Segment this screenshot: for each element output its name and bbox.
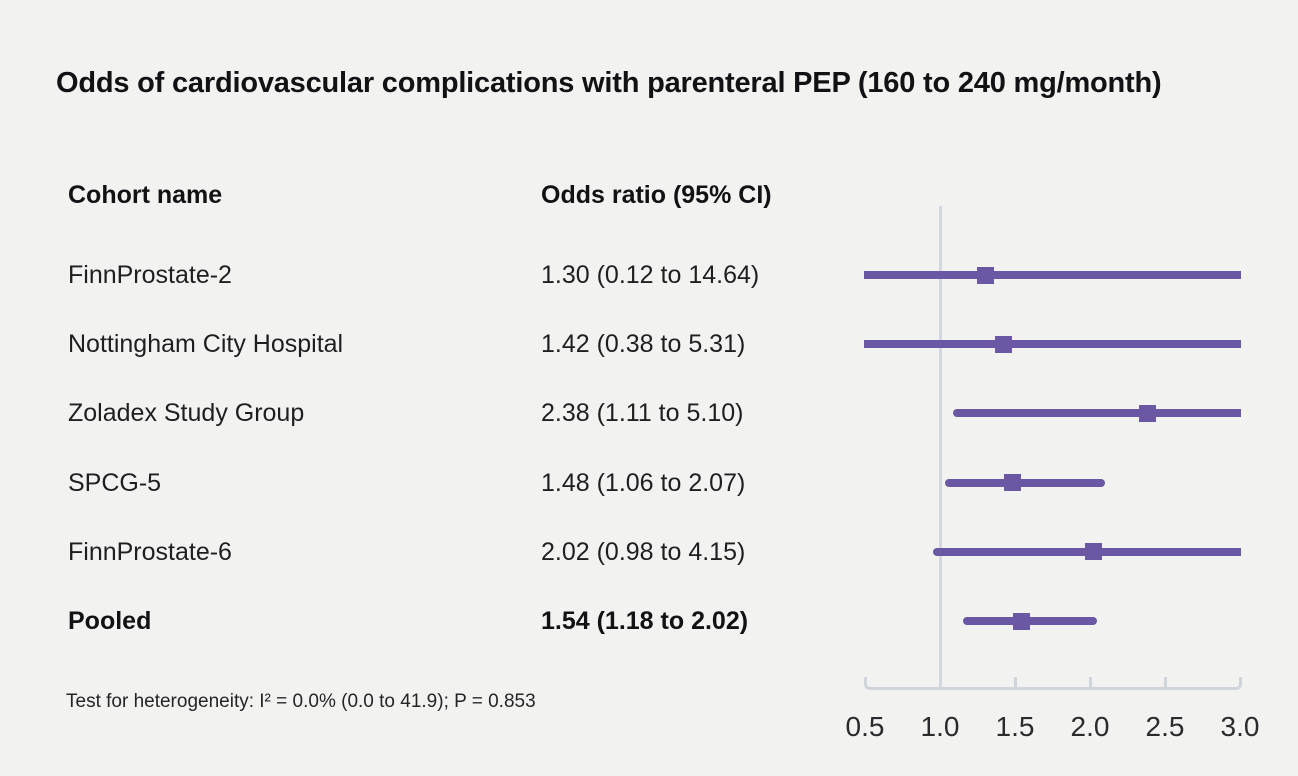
x-axis-tick xyxy=(1013,677,1017,687)
confidence-interval-line xyxy=(963,617,1097,625)
confidence-interval-line xyxy=(864,271,1241,279)
confidence-interval-line xyxy=(945,478,1105,487)
confidence-interval-line xyxy=(864,340,1241,349)
x-axis xyxy=(863,677,1242,690)
reference-line xyxy=(938,206,942,690)
confidence-interval-line xyxy=(952,409,1241,418)
x-axis-tick xyxy=(1163,677,1167,687)
estimate-marker xyxy=(994,335,1012,353)
column-header-odds-ratio: Odds ratio (95% CI) xyxy=(541,181,772,209)
cohort-label: FinnProstate-6 xyxy=(68,537,232,566)
odds-ratio-value: 1.30 (0.12 to 14.64) xyxy=(541,261,760,289)
x-tick-label: 2.0 xyxy=(1070,711,1110,742)
estimate-marker xyxy=(976,266,994,284)
cohort-label: Pooled xyxy=(68,607,152,635)
x-tick-label: 0.5 xyxy=(845,711,885,742)
heterogeneity-note: Test for heterogeneity: I² = 0.0% (0.0 t… xyxy=(66,691,536,712)
x-tick-label: 1.5 xyxy=(995,711,1035,742)
x-tick-label: 2.5 xyxy=(1145,711,1185,742)
cohort-label: Nottingham City Hospital xyxy=(68,330,344,359)
figure-title: Odds of cardiovascular complications wit… xyxy=(56,67,1162,99)
x-tick-label: 1.0 xyxy=(920,711,960,742)
cohort-label: SPCG-5 xyxy=(68,468,162,497)
estimate-marker xyxy=(1138,404,1156,422)
x-tick-label: 3.0 xyxy=(1220,711,1260,742)
odds-ratio-value: 2.38 (1.11 to 5.10) xyxy=(541,399,744,428)
x-axis-tick xyxy=(1088,677,1092,687)
estimate-marker xyxy=(1084,543,1102,561)
odds-ratio-value: 2.02 (0.98 to 4.15) xyxy=(541,537,746,566)
cohort-label: FinnProstate-2 xyxy=(68,261,232,289)
cohort-label: Zoladex Study Group xyxy=(68,399,305,428)
odds-ratio-value: 1.42 (0.38 to 5.31) xyxy=(541,330,746,359)
column-header-cohort-name: Cohort name xyxy=(68,181,223,209)
odds-ratio-value: 1.48 (1.06 to 2.07) xyxy=(541,468,746,497)
estimate-marker xyxy=(1012,612,1030,630)
odds-ratio-value: 1.54 (1.18 to 2.02) xyxy=(541,607,749,635)
estimate-marker xyxy=(1003,474,1021,492)
